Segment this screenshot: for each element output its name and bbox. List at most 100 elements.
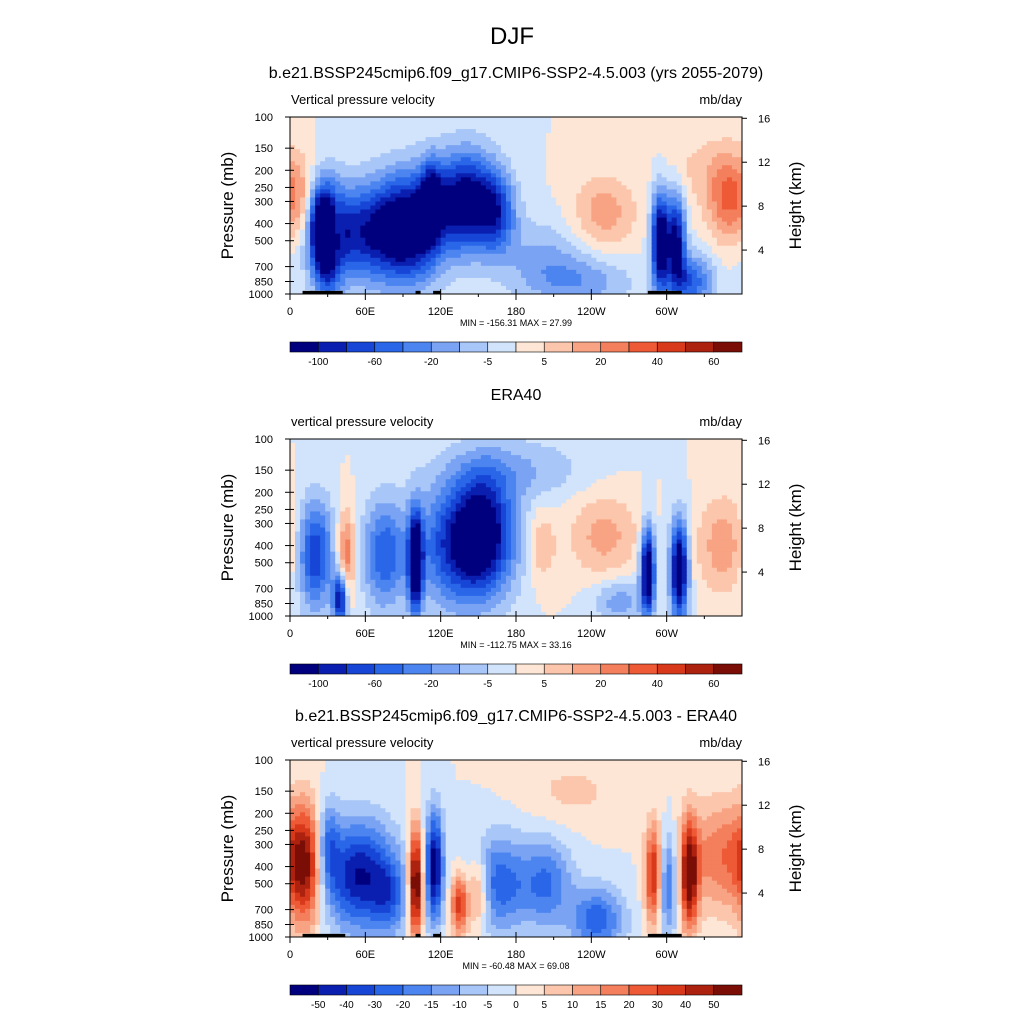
y2-tick-label: 8 [758,201,764,213]
x-tick-label: 180 [507,949,525,961]
colorbar-box [657,985,685,995]
y-tick-label: 1000 [249,932,273,944]
colorbar-label: 20 [595,679,607,690]
colorbar-box [403,985,431,995]
y-tick-label: 150 [255,465,273,477]
y-axis-label: Pressure (mb) [218,152,237,260]
y-tick-label: 500 [255,879,273,891]
colorbar-box [488,664,516,674]
colorbar-label: -20 [424,679,439,690]
x-tick-label: 120W [577,628,606,640]
colorbar-label: 5 [541,679,547,690]
colorbar-label: -60 [368,357,383,368]
colorbar-label: 40 [680,1000,692,1011]
colorbar-box [318,664,346,674]
colorbar-box [573,342,601,352]
colorbar-label: 5 [541,357,547,368]
colorbar-box [601,985,629,995]
colorbar-label: -50 [311,1000,326,1011]
colorbar-label: -5 [483,1000,492,1011]
panel-stats: MIN = -156.31 MAX = 27.99 [460,318,572,328]
panel-units-label: mb/day [699,735,742,750]
colorbar-box [375,985,403,995]
panel-left-label: Vertical pressure velocity [291,92,435,107]
y-tick-label: 400 [255,541,273,553]
colorbar-label: 50 [708,1000,720,1011]
colorbar-box [516,664,544,674]
y-tick-label: 100 [255,434,273,446]
colorbar-box [573,985,601,995]
x-tick-label: 60W [655,949,678,961]
colorbar-label: 40 [652,679,664,690]
x-tick-label: 120E [428,949,454,961]
y-tick-label: 850 [255,277,273,289]
colorbar-label: -60 [368,679,383,690]
colorbar-label: -20 [396,1000,411,1011]
y2-tick-label: 4 [758,567,764,579]
x-tick-label: 60E [356,628,376,640]
colorbar-box [516,342,544,352]
y-tick-label: 200 [255,487,273,499]
panel-left-label: vertical pressure velocity [291,414,434,429]
colorbar-box [290,664,318,674]
colorbar-box [403,342,431,352]
panel-3: b.e21.BSSP245cmip6.f09_g17.CMIP6-SSP2-4.… [218,708,805,1011]
colorbar-label: -30 [368,1000,383,1011]
colorbar-box [431,664,459,674]
colorbar-box [290,342,318,352]
y2-tick-label: 12 [758,800,770,812]
x-tick-label: 180 [507,306,525,318]
x-tick-label: 0 [287,949,293,961]
colorbar-box [657,342,685,352]
colorbar-label: 60 [708,357,720,368]
y-axis-label: Pressure (mb) [218,795,237,903]
colorbar-box [686,985,714,995]
colorbar-box [375,664,403,674]
panel-stats: MIN = -60.48 MAX = 69.08 [462,961,569,971]
colorbar-box [460,342,488,352]
y-tick-label: 500 [255,558,273,570]
colorbar-box [488,342,516,352]
colorbar-box [318,342,346,352]
colorbar-label: -40 [339,1000,354,1011]
y-tick-label: 100 [255,112,273,124]
contour-field [290,439,743,617]
colorbar-box [488,985,516,995]
colorbar-box [657,664,685,674]
x-tick-label: 0 [287,306,293,318]
x-tick-label: 60E [356,949,376,961]
colorbar-label: -100 [308,357,328,368]
colorbar-box [629,664,657,674]
panel-1: b.e21.BSSP245cmip6.f09_g17.CMIP6-SSP2-4.… [218,65,805,368]
colorbar-label: -20 [424,357,439,368]
y-tick-label: 400 [255,862,273,874]
colorbar-box [347,342,375,352]
colorbar-box [544,664,572,674]
colorbar-box [686,342,714,352]
y-tick-label: 700 [255,905,273,917]
colorbar-box [714,985,742,995]
x-tick-label: 120E [428,628,454,640]
panel-units-label: mb/day [699,414,742,429]
panel-title: ERA40 [491,387,542,404]
figure-title: DJF [490,23,534,50]
y2-tick-label: 16 [758,756,770,768]
x-tick-label: 180 [507,628,525,640]
y-tick-label: 300 [255,196,273,208]
colorbar-box [431,985,459,995]
y2-tick-label: 12 [758,157,770,169]
colorbar-box [403,664,431,674]
colorbar-box [601,342,629,352]
colorbar-label: 30 [652,1000,664,1011]
y-tick-label: 150 [255,143,273,155]
colorbar-box [460,985,488,995]
colorbar-label: -100 [308,679,328,690]
colorbar-box [516,985,544,995]
colorbar-label: 10 [567,1000,579,1011]
contour-field [290,117,743,295]
x-tick-label: 0 [287,628,293,640]
y-tick-label: 300 [255,839,273,851]
colorbar-box [629,985,657,995]
